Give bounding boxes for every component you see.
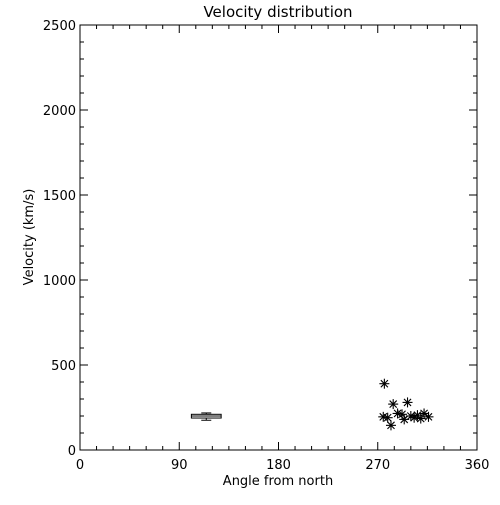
- x-tick-label: 360: [465, 458, 490, 473]
- x-tick-label: 270: [365, 458, 390, 473]
- x-axis-title: Angle from north: [223, 474, 333, 489]
- x-axis: 0 90 180 270 360: [76, 25, 490, 473]
- data-point: [385, 420, 396, 431]
- y-tick-label: 2000: [43, 104, 76, 119]
- data-point: [382, 412, 393, 423]
- x-tick-label: 180: [266, 458, 291, 473]
- data-point: [379, 378, 390, 389]
- scatter-series: [378, 378, 434, 431]
- x-tick-label: 0: [76, 458, 84, 473]
- data-point: [415, 413, 426, 424]
- y-axis-title: Velocity (km/s): [22, 189, 37, 286]
- y-tick-label: 0: [68, 444, 76, 459]
- plot-frame: [79, 24, 478, 451]
- data-point: [419, 408, 430, 419]
- data-point: [423, 411, 434, 422]
- data-point: [388, 399, 399, 410]
- chart-title: Velocity distribution: [203, 3, 352, 21]
- y-tick-label: 500: [51, 359, 76, 374]
- data-point: [402, 397, 413, 408]
- y-tick-label: 1500: [43, 189, 76, 204]
- box-plot: [190, 412, 222, 421]
- y-tick-label: 1000: [43, 274, 76, 289]
- data-point: [399, 414, 410, 425]
- x-tick-label: 90: [171, 458, 188, 473]
- y-tick-label: 2500: [43, 19, 76, 34]
- data-point: [392, 408, 403, 419]
- y-axis: 0 500 1000 1500 2000 2500: [43, 19, 477, 459]
